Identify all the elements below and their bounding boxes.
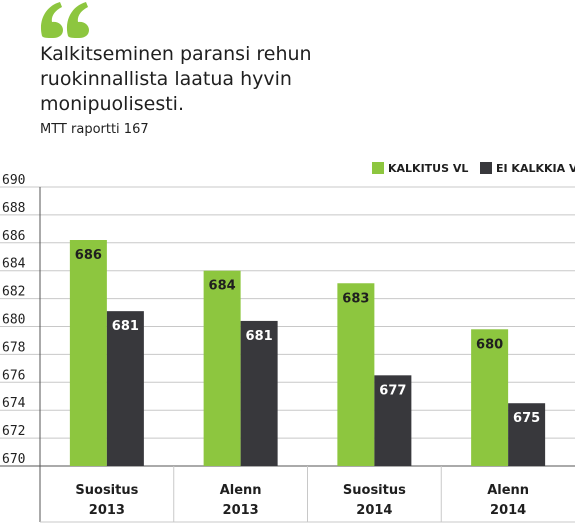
x-category-label: 2013: [223, 503, 259, 518]
y-tick-label: 682: [2, 285, 25, 300]
data-label: 684: [209, 279, 236, 294]
legend-kalkitus-swatch: [372, 162, 384, 174]
legend-ei-kalkkia-label: EI KALKKIA VL: [496, 162, 575, 175]
bar-kalkitus-1: [203, 270, 241, 466]
y-tick-label: 672: [2, 424, 25, 439]
bar-ei-kalkkia-3: [508, 403, 546, 466]
bar-ei-kalkkia-0: [106, 311, 144, 466]
x-category-label: 2014: [490, 503, 526, 518]
y-axis-ticks: 670 672 674 676 678 680 682 684 686 688 690: [2, 173, 26, 467]
y-tick-label: 686: [2, 229, 25, 244]
x-category-label: Suositus: [75, 483, 138, 498]
data-label: 681: [246, 329, 273, 344]
bar-ei-kalkkia-1: [240, 320, 278, 466]
y-tick-label: 690: [2, 173, 25, 188]
y-tick-label: 674: [2, 396, 26, 411]
bars: [69, 240, 546, 466]
quote-mark-icon: [40, 2, 89, 38]
data-label: 675: [513, 411, 540, 426]
quote-text: Kalkitseminen paransi rehun ruokinnallis…: [40, 43, 312, 115]
legend-ei-kalkkia-swatch: [480, 162, 492, 174]
x-category-label: Alenn: [487, 483, 529, 498]
bar-kalkitus-3: [471, 329, 509, 466]
quote-source: MTT raportti 167: [40, 122, 149, 137]
y-tick-label: 684: [2, 257, 26, 272]
data-label: 681: [112, 319, 139, 334]
bar-kalkitus-2: [337, 283, 375, 466]
data-label: 680: [476, 337, 503, 352]
data-label: 686: [75, 248, 102, 263]
y-tick-label: 688: [2, 201, 25, 216]
y-tick-label: 678: [2, 340, 25, 355]
x-axis-categories: Suositus 2013 Alenn 2013 Suositus 2014 Alenn 20…: [40, 466, 575, 523]
bar-ei-kalkkia-2: [374, 375, 412, 466]
bar-kalkitus-0: [69, 240, 107, 466]
x-category-label: Alenn: [220, 483, 262, 498]
legend: KALKITUS VL EI KALKKIA VL: [372, 162, 575, 175]
data-labels: 686 681 684 681 683 677 680 675: [75, 248, 540, 426]
y-tick-label: 680: [2, 313, 25, 328]
y-tick-label: 676: [2, 368, 25, 383]
x-category-label: 2014: [356, 503, 392, 518]
y-tick-label: 670: [2, 452, 25, 467]
data-label: 683: [342, 291, 369, 306]
legend-kalkitus-label: KALKITUS VL: [388, 162, 468, 175]
data-label: 677: [379, 383, 406, 398]
x-category-label: 2013: [89, 503, 125, 518]
x-category-label: Suositus: [343, 483, 406, 498]
